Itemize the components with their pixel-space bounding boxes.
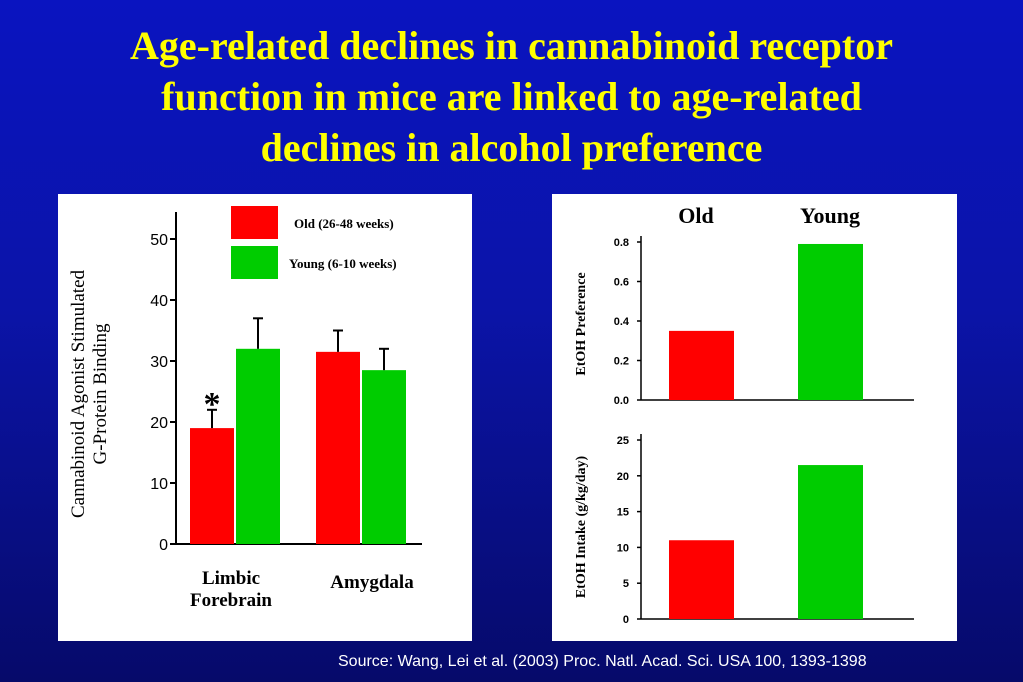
y-tick-label: 0.2 bbox=[614, 356, 629, 368]
bar bbox=[362, 370, 406, 544]
title-line-3: declines in alcohol preference bbox=[260, 125, 763, 170]
y-tick-label: 0.4 bbox=[614, 316, 630, 328]
binding-chart-panel: 0 10 20 30 40 50 Cannabinoid Agonist Stimulate… bbox=[58, 194, 472, 641]
y-tick-label: 15 bbox=[617, 507, 629, 519]
legend-swatch bbox=[231, 246, 278, 279]
y-tick-label: 50 bbox=[150, 232, 168, 249]
x-category-label: Limbic bbox=[202, 568, 260, 589]
y-tick-label: 0.0 bbox=[614, 395, 629, 407]
x-category-label: Amygdala bbox=[330, 572, 414, 593]
bar bbox=[798, 243, 863, 400]
alcohol-charts: Old Young 0.0 0.2 0.4 0.6 0.8 EtOH Preference 0 5… bbox=[574, 203, 914, 626]
y-tick-label: 0.6 bbox=[614, 277, 629, 289]
y-tick-label: 30 bbox=[150, 354, 168, 371]
bar bbox=[669, 540, 734, 619]
legend-label: Young (6-10 weeks) bbox=[289, 256, 397, 271]
legend-label: Old (26-48 weeks) bbox=[294, 216, 394, 231]
y-tick-label: 40 bbox=[150, 293, 168, 310]
y-axis-label: EtOH Intake (g/kg/day) bbox=[574, 455, 589, 598]
binding-chart: 0 10 20 30 40 50 Cannabinoid Agonist Stimulate… bbox=[68, 206, 422, 611]
y-axis-label: EtOH Preference bbox=[574, 272, 589, 375]
bar bbox=[669, 330, 734, 400]
y-tick-label: 0 bbox=[623, 614, 629, 626]
source-citation: Source: Wang, Lei et al. (2003) Proc. Na… bbox=[338, 653, 867, 670]
y-tick-label: 25 bbox=[617, 435, 629, 447]
y-axis-label: Cannabinoid Agonist Stimulated bbox=[68, 269, 89, 518]
bar bbox=[236, 348, 280, 544]
x-category-label: Forebrain bbox=[190, 590, 272, 611]
slide-title: Age-related declines in cannabinoid rece… bbox=[0, 20, 1023, 173]
y-tick-label: 0.8 bbox=[614, 237, 629, 249]
title-line-1: Age-related declines in cannabinoid rece… bbox=[130, 23, 893, 68]
bar bbox=[798, 465, 863, 619]
category-header: Young bbox=[800, 203, 860, 228]
alcohol-charts-panel: Old Young 0.0 0.2 0.4 0.6 0.8 EtOH Preference 0 5… bbox=[552, 194, 957, 641]
y-axis-label: G-Protein Binding bbox=[90, 323, 111, 464]
y-tick-label: 10 bbox=[617, 542, 629, 554]
y-tick-label: 5 bbox=[623, 578, 629, 590]
bar bbox=[190, 428, 234, 544]
y-tick-label: 0 bbox=[159, 537, 168, 554]
y-tick-label: 10 bbox=[150, 476, 168, 493]
category-header: Old bbox=[678, 203, 713, 228]
bar bbox=[316, 351, 360, 544]
y-tick-label: 20 bbox=[617, 471, 629, 483]
significance-annotation: * bbox=[204, 386, 221, 423]
legend-swatch bbox=[231, 206, 278, 239]
title-line-2: function in mice are linked to age-relat… bbox=[161, 74, 862, 119]
y-tick-label: 20 bbox=[150, 415, 168, 432]
